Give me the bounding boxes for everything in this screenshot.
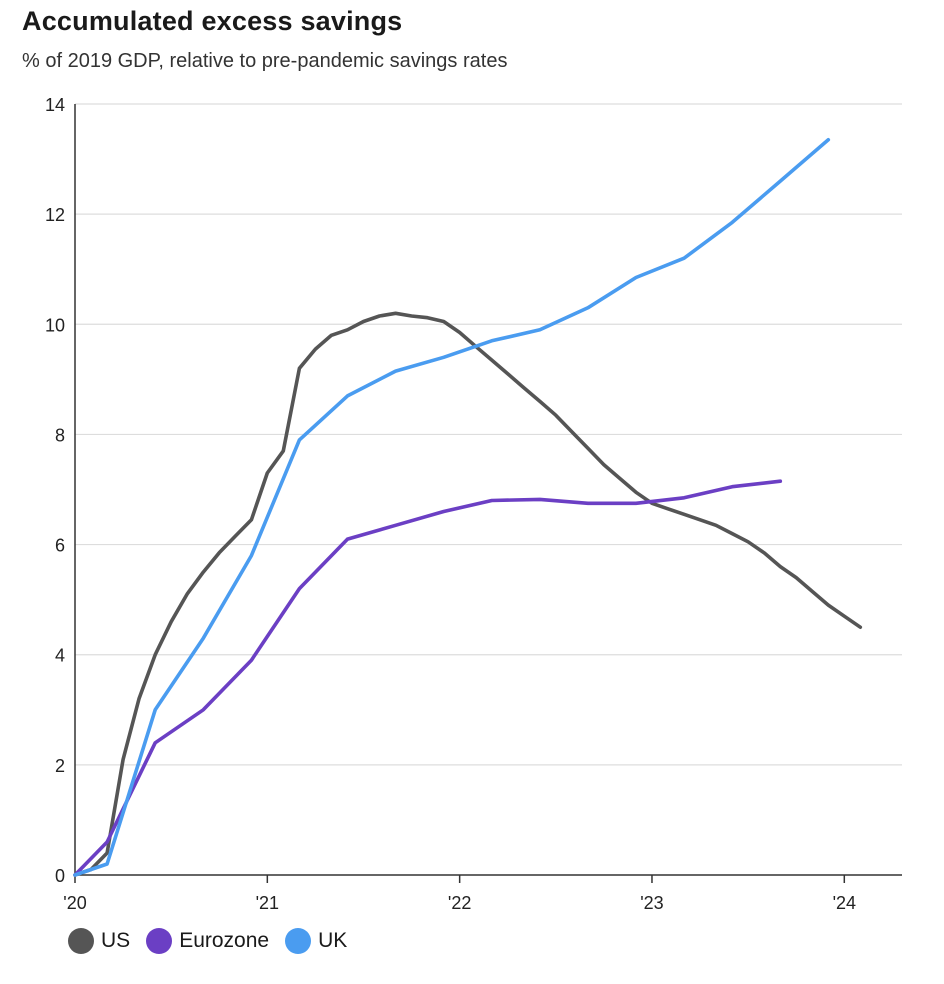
y-tick-label: 14 — [45, 95, 65, 115]
x-tick-label: '21 — [256, 893, 279, 913]
series-line-eurozone — [73, 479, 783, 877]
legend-item-eurozone: Eurozone — [146, 928, 269, 954]
legend-label-uk: UK — [318, 929, 348, 952]
x-tick-label: '22 — [448, 893, 471, 913]
x-tick-label: '23 — [640, 893, 663, 913]
y-tick-label: 10 — [45, 315, 65, 335]
legend-item-uk: UK — [285, 928, 347, 954]
x-tick-label: '24 — [833, 893, 856, 913]
legend-label-eurozone: Eurozone — [179, 929, 270, 952]
chart-title: Accumulated excess savings — [22, 6, 403, 36]
y-tick-label: 0 — [55, 866, 65, 886]
y-tick-label: 12 — [45, 205, 65, 225]
y-tick-label: 8 — [55, 425, 65, 445]
y-tick-label: 6 — [55, 536, 65, 556]
y-axis: 0 2 4 6 8 10 12 14 — [45, 95, 76, 886]
legend-swatch-eurozone — [146, 928, 173, 954]
series-lines — [73, 138, 863, 877]
series-line-uk — [73, 138, 831, 877]
legend: US Eurozone UK — [68, 928, 363, 954]
legend-item-us: US — [68, 928, 130, 954]
y-tick-label: 4 — [55, 646, 65, 666]
legend-swatch-uk — [285, 928, 312, 954]
y-tick-label: 2 — [55, 756, 65, 776]
x-tick-label: '20 — [63, 893, 86, 913]
gridlines — [75, 103, 902, 766]
series-line-us — [73, 311, 863, 877]
x-axis: '20 '21 '22 '23 '24 — [63, 874, 902, 913]
chart-subtitle: % of 2019 GDP, relative to pre-pandemic … — [22, 50, 508, 72]
legend-label-us: US — [101, 929, 131, 952]
legend-swatch-us — [68, 928, 94, 954]
